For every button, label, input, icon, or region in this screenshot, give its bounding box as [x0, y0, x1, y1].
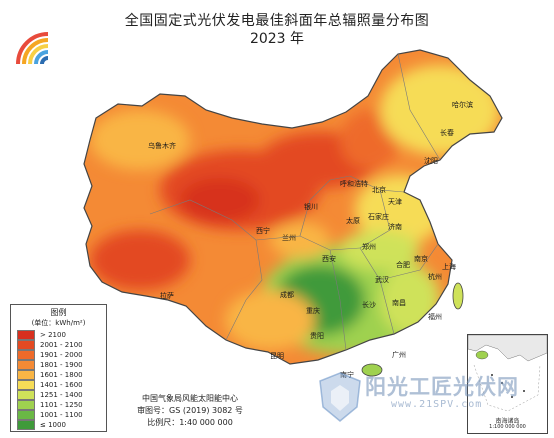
city-label: 天津 [388, 198, 402, 206]
city-label: 南昌 [392, 299, 406, 307]
city-label: 兰州 [282, 234, 296, 242]
city-label: 合肥 [396, 261, 410, 269]
city-label: 银川 [304, 203, 318, 211]
inset-label: 南海诸岛 [495, 418, 520, 425]
legend-swatch [17, 360, 35, 370]
city-label: 福州 [428, 313, 442, 321]
city-label: 昆明 [270, 352, 284, 360]
city-label: 哈尔滨 [452, 101, 473, 109]
legend-label: 1901 - 2000 [40, 351, 83, 359]
legend-swatch [17, 340, 35, 350]
legend-item: > 2100 [17, 330, 106, 340]
city-label: 长沙 [362, 301, 376, 309]
legend: 图例 (单位：kWh/m²) > 2100 2001 - 2100 1901 -… [10, 304, 107, 432]
legend-item: ≤ 1000 [17, 420, 106, 430]
legend-item: 1401 - 1600 [17, 380, 106, 390]
legend-item: 1001 - 1100 [17, 410, 106, 420]
legend-swatch [17, 410, 35, 420]
legend-title: 图例 [50, 308, 67, 317]
credit-map-number: 审图号：GS (2019) 3082 号 [137, 406, 243, 415]
province-borders [149, 53, 441, 351]
legend-label: 1601 - 1800 [40, 371, 83, 379]
city-label: 北京 [372, 186, 386, 194]
legend-label: ≤ 1000 [40, 421, 66, 429]
city-label: 长春 [440, 129, 454, 137]
legend-swatch [17, 420, 35, 430]
legend-label: 1001 - 1100 [40, 411, 83, 419]
legend-swatch [17, 370, 35, 380]
legend-label: 2001 - 2100 [40, 341, 83, 349]
legend-item: 1251 - 1400 [17, 390, 106, 400]
watermark: 阳光工匠光伏网 www.21SPV.com [315, 365, 547, 437]
city-label: 西安 [322, 255, 336, 263]
national-border [83, 49, 503, 365]
cma-logo-icon [16, 32, 49, 65]
legend-swatch [17, 400, 35, 410]
legend-unit: (单位：kWh/m²) [31, 319, 86, 327]
inset-scale: 1:100 000 000 [489, 424, 526, 430]
taiwan-island [452, 282, 464, 310]
legend-item: 1901 - 2000 [17, 350, 106, 360]
city-label: 拉萨 [160, 292, 174, 300]
legend-swatch [17, 330, 35, 340]
city-label: 太原 [346, 217, 360, 225]
legend-label: 1401 - 1600 [40, 381, 83, 389]
inset-map [467, 334, 548, 412]
legend-swatch [17, 390, 35, 400]
city-label: 郑州 [362, 243, 376, 251]
city-label: 重庆 [306, 307, 320, 315]
city-label: 呼和浩特 [340, 180, 368, 188]
legend-item: 1601 - 1800 [17, 370, 106, 380]
credit-scale: 比例尺：1:40 000 000 [147, 418, 233, 427]
legend-item: 1101 - 1250 [17, 400, 106, 410]
watermark-text: 阳光工匠光伏网 [365, 375, 519, 399]
hainan-island [361, 363, 383, 377]
legend-label: 1801 - 1900 [40, 361, 83, 369]
legend-swatch [17, 350, 35, 360]
city-label: 杭州 [428, 273, 442, 281]
city-label: 贵阳 [310, 332, 324, 340]
city-label: 上海 [442, 263, 456, 271]
legend-label: > 2100 [40, 331, 66, 339]
shield-logo-icon [319, 372, 361, 422]
credit-agency: 中国气象局风能太阳能中心 [142, 394, 238, 403]
legend-label: 1251 - 1400 [40, 391, 83, 399]
city-label: 成都 [280, 291, 294, 299]
city-label: 济南 [388, 223, 402, 231]
legend-label: 1101 - 1250 [40, 401, 83, 409]
city-label: 武汉 [375, 276, 389, 284]
map-subtitle: 2023 年 [249, 31, 305, 47]
watermark-url: www.21SPV.com [391, 399, 483, 410]
city-label: 西宁 [256, 227, 270, 235]
city-label: 沈阳 [424, 157, 438, 165]
legend-swatch [17, 380, 35, 390]
city-label: 乌鲁木齐 [148, 142, 176, 150]
map-title: 全国固定式光伏发电最佳斜面年总辐照量分布图 [124, 13, 430, 29]
south-china-sea-inset: 南海诸岛 1:100 000 000 [467, 334, 548, 434]
legend-item: 1801 - 1900 [17, 360, 106, 370]
irradiance-zones [84, 50, 502, 364]
city-label: 南京 [414, 255, 428, 263]
city-label: 石家庄 [368, 213, 389, 221]
legend-item: 2001 - 2100 [17, 340, 106, 350]
city-label: 广州 [392, 351, 406, 359]
